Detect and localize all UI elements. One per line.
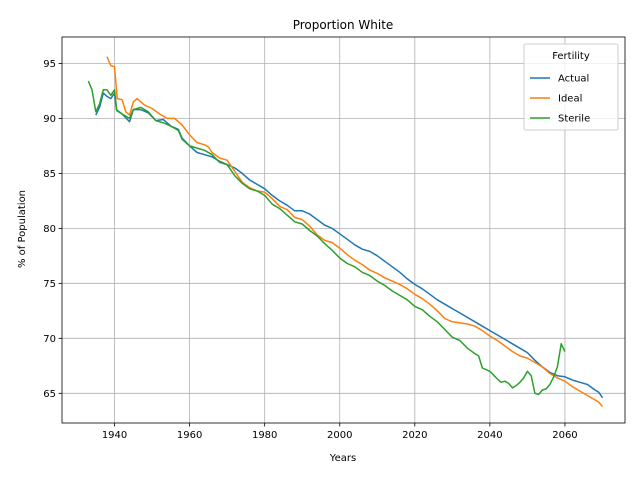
x-tick-label: 2020 [402, 430, 427, 441]
y-axis-label: % of Population [17, 190, 28, 268]
legend-label: Sterile [558, 114, 590, 125]
y-tick-label: 95 [43, 59, 56, 70]
legend-title: Fertility [552, 51, 590, 62]
x-tick-label: 1940 [102, 430, 127, 441]
y-tick-label: 90 [43, 114, 56, 125]
x-tick-label: 2000 [327, 430, 352, 441]
chart-title: Proportion White [293, 18, 394, 32]
x-tick-label: 1960 [177, 430, 202, 441]
y-tick-label: 70 [43, 334, 56, 345]
x-axis-label: Years [329, 453, 356, 464]
x-tick-label: 2060 [552, 430, 577, 441]
y-tick-label: 65 [43, 389, 56, 400]
y-tick-label: 80 [43, 224, 56, 235]
x-tick-label: 2040 [477, 430, 502, 441]
legend: Fertility Actual Ideal Sterile [524, 44, 618, 130]
x-tick-label: 1980 [252, 430, 277, 441]
y-tick-label: 75 [43, 279, 56, 290]
legend-label: Actual [558, 74, 589, 85]
y-tick-label: 85 [43, 169, 56, 180]
legend-label: Ideal [558, 94, 582, 105]
